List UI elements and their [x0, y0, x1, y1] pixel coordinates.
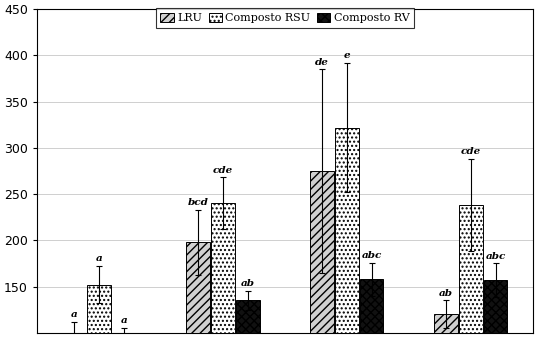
- Text: abc: abc: [485, 252, 506, 261]
- Text: a: a: [120, 316, 127, 326]
- Bar: [112, 333, 136, 337]
- Text: abc: abc: [361, 251, 382, 260]
- Bar: [186, 242, 210, 337]
- Bar: [310, 171, 334, 337]
- Text: bcd: bcd: [188, 198, 209, 207]
- Bar: [88, 285, 111, 337]
- Bar: [211, 203, 235, 337]
- Text: a: a: [96, 254, 103, 264]
- Bar: [484, 280, 507, 337]
- Text: ab: ab: [241, 279, 255, 288]
- Text: cde: cde: [213, 166, 233, 175]
- Bar: [236, 301, 259, 337]
- Bar: [62, 333, 86, 337]
- Bar: [434, 314, 458, 337]
- Bar: [459, 205, 483, 337]
- Text: e: e: [344, 51, 350, 60]
- Text: a: a: [71, 310, 78, 319]
- Text: ab: ab: [439, 289, 453, 298]
- Text: de: de: [315, 58, 329, 66]
- Legend: LRU, Composto RSU, Composto RV: LRU, Composto RSU, Composto RV: [156, 8, 414, 28]
- Bar: [335, 127, 359, 337]
- Text: cde: cde: [461, 147, 481, 156]
- Bar: [360, 279, 383, 337]
